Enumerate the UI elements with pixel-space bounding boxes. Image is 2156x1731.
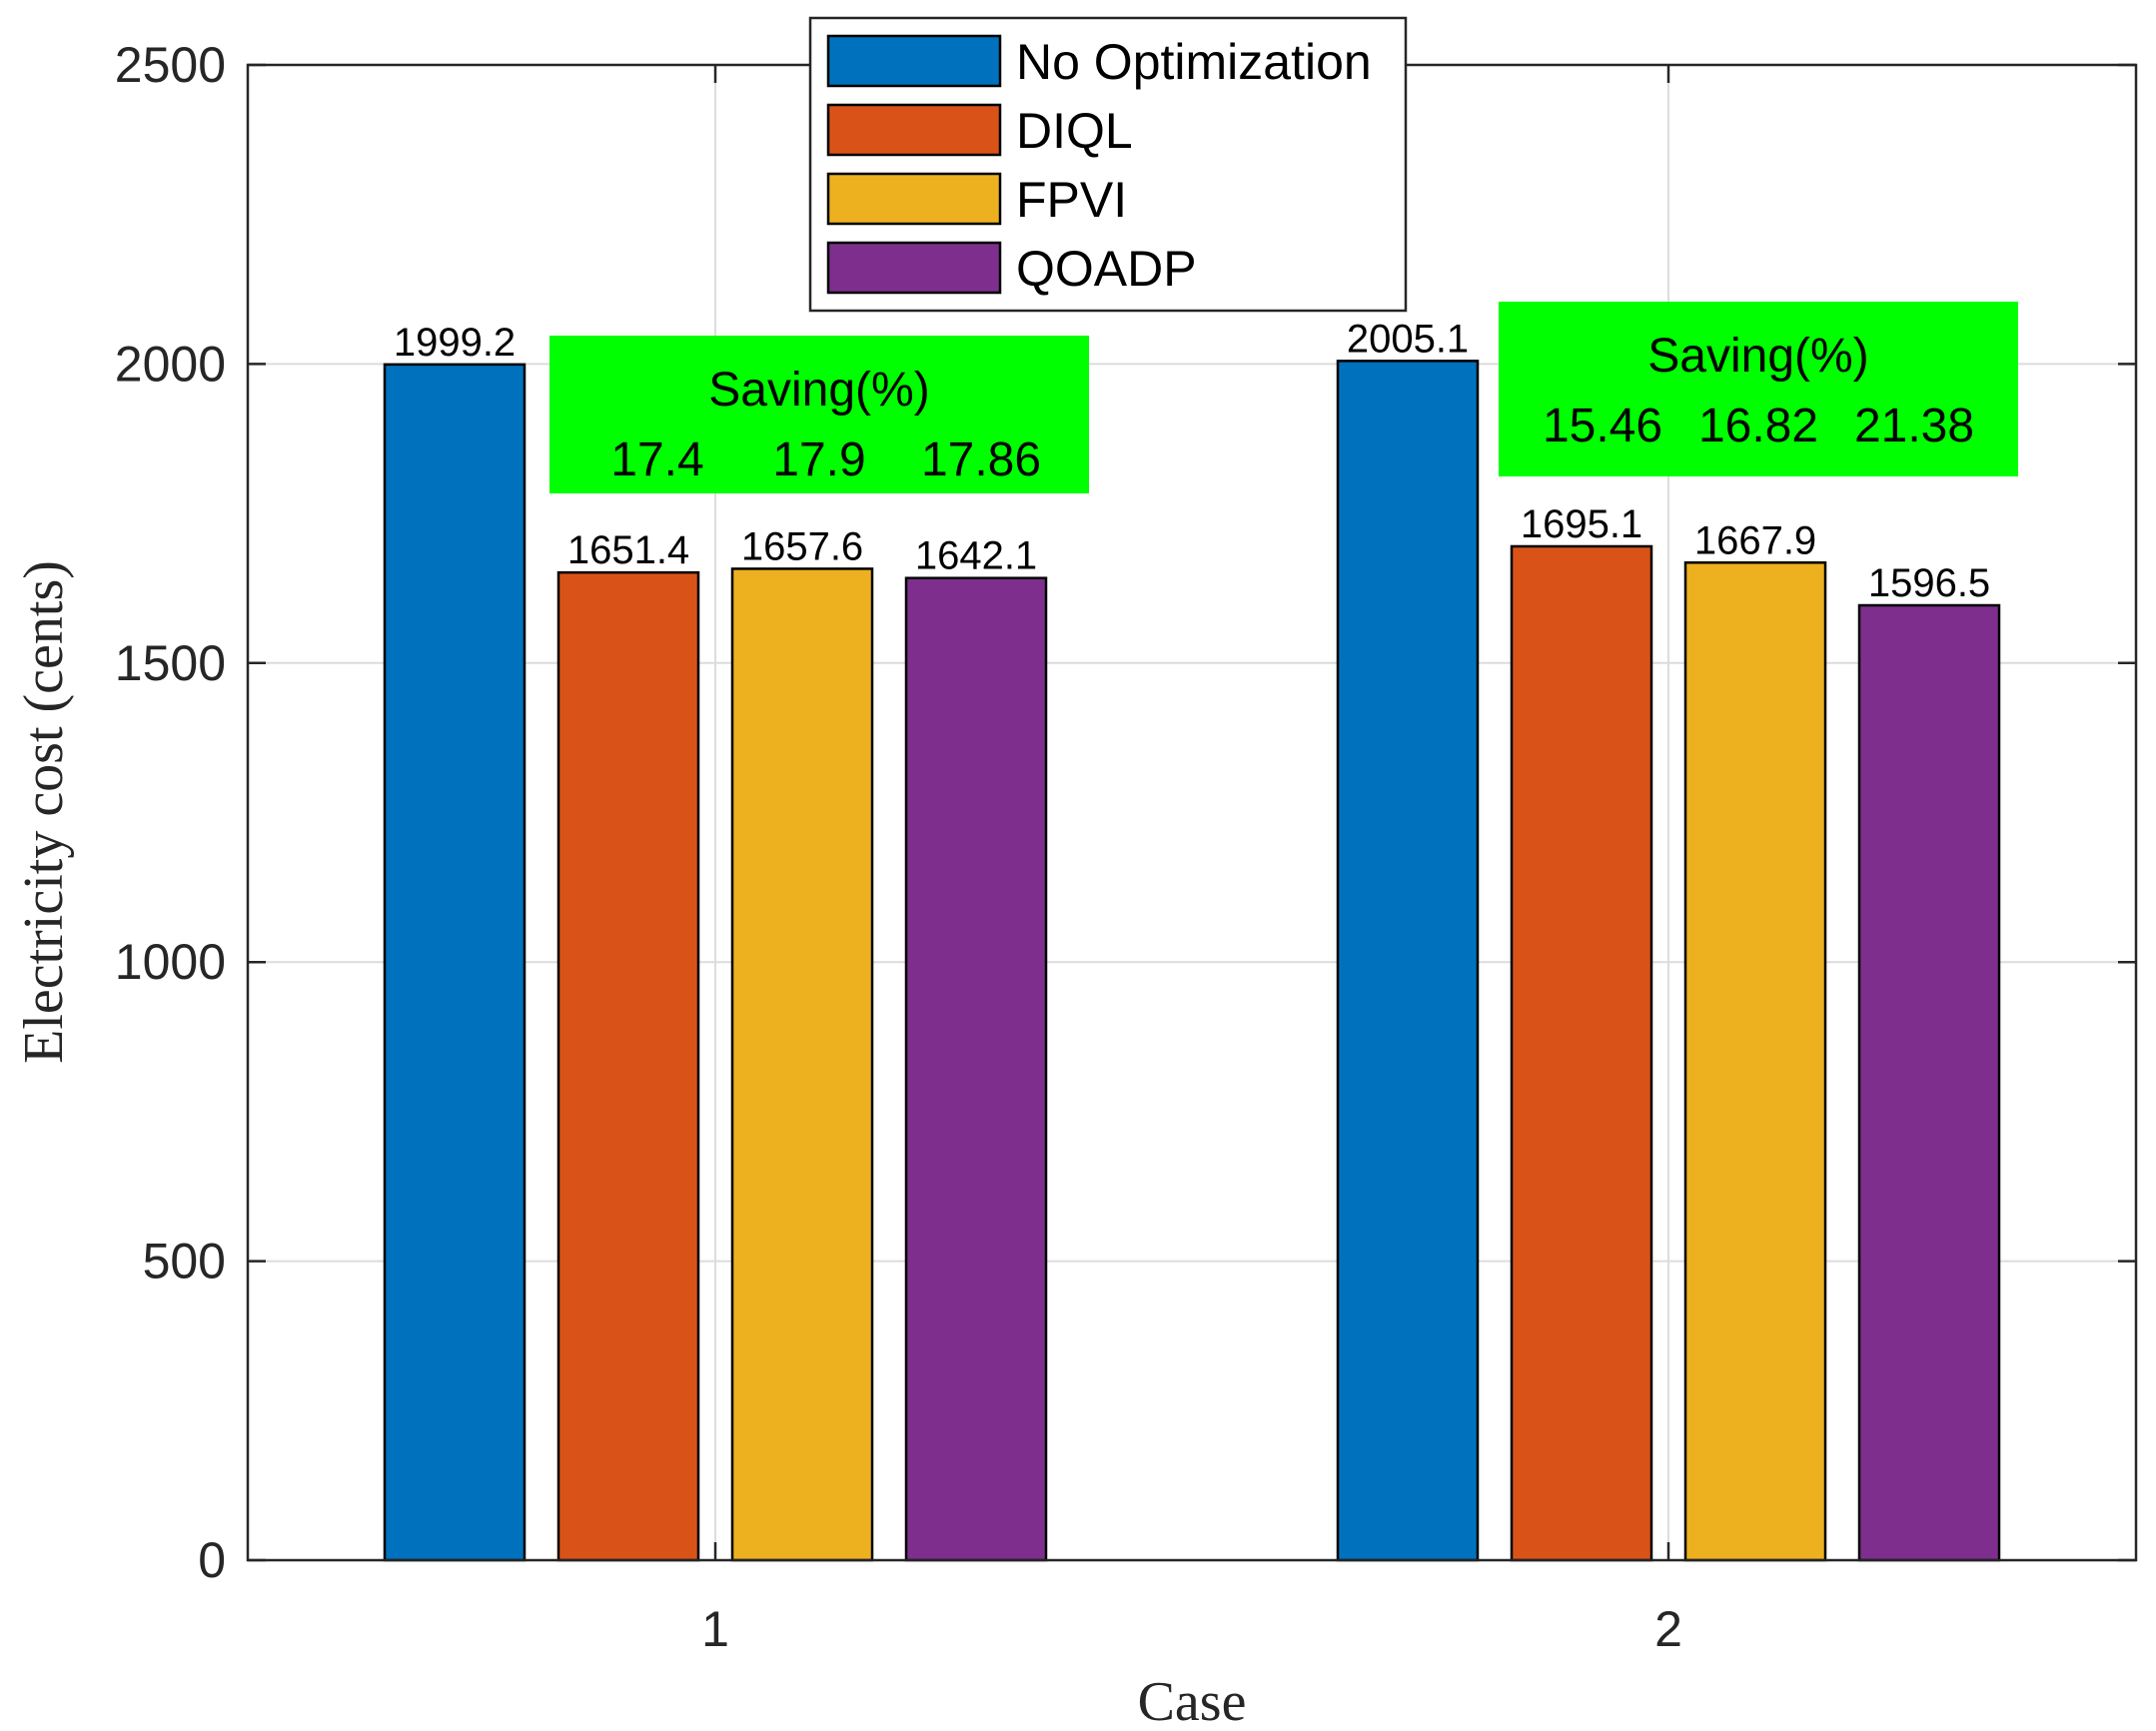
data-label: 1999.2	[394, 321, 516, 365]
legend-swatch	[826, 241, 1002, 295]
data-label: 1642.1	[915, 534, 1037, 578]
saving-title: Saving(%)	[708, 364, 929, 417]
saving-box	[549, 336, 1089, 493]
data-label: 1695.1	[1521, 502, 1642, 546]
bars: 1999.2 1651.4 1657.6 1642.1 2005.1 1695.1 1667…	[383, 317, 2001, 1562]
saving-box	[1499, 302, 2018, 476]
y-tick-label: 1500	[115, 635, 226, 691]
bar	[1336, 360, 1480, 1562]
x-tick-label: 1	[701, 1601, 729, 1657]
data-label: 1667.9	[1694, 518, 1816, 562]
saving-annotation-case-2: Saving(%) 15.46 16.82 21.38	[1499, 302, 2018, 476]
data-label: 2005.1	[1347, 317, 1469, 361]
bar	[1683, 561, 1827, 1562]
bar	[730, 567, 874, 1562]
data-label: 1657.6	[741, 524, 863, 568]
bar	[383, 363, 527, 1562]
saving-annotation-case-1: Saving(%)17.4 17.9 17.86	[549, 336, 1089, 493]
y-axis-title: Electricity cost (cents)	[13, 560, 75, 1064]
saving-title: Saving(%)	[1647, 330, 1868, 383]
legend-label: QOADP	[1016, 241, 1197, 297]
bar	[1510, 544, 1653, 1562]
axis-ticks: 0 500 1000 1500 2000 2500 1 2	[115, 37, 2136, 1657]
legend-swatch	[826, 172, 1002, 226]
y-tick-label: 0	[198, 1532, 226, 1588]
legend: No Optimization DIQL FPVI QOADP	[808, 16, 1408, 313]
y-tick-label: 1000	[115, 934, 226, 990]
bar	[556, 570, 700, 1562]
data-label: 1596.5	[1868, 561, 1990, 605]
legend-label: DIQL	[1016, 103, 1133, 159]
x-axis-title: Case	[1138, 1671, 1247, 1731]
saving-value: 17.86	[921, 433, 1041, 486]
legend-swatch	[826, 103, 1002, 157]
legend-label: No Optimization	[1016, 34, 1372, 90]
data-label: 1651.4	[567, 528, 689, 572]
saving-value: 21.38	[1854, 400, 1974, 452]
saving-value: 15.46	[1543, 400, 1662, 452]
y-tick-label: 2500	[115, 37, 226, 93]
x-tick-label: 2	[1654, 1601, 1682, 1657]
saving-value: 17.4	[610, 433, 703, 486]
saving-value: 17.9	[772, 433, 865, 486]
legend-swatch	[826, 34, 1002, 88]
bar	[1857, 603, 2001, 1562]
saving-value: 16.82	[1698, 400, 1818, 452]
y-tick-label: 500	[143, 1234, 226, 1290]
legend-label: FPVI	[1016, 172, 1127, 228]
bar	[904, 576, 1048, 1562]
y-tick-label: 2000	[115, 336, 226, 392]
